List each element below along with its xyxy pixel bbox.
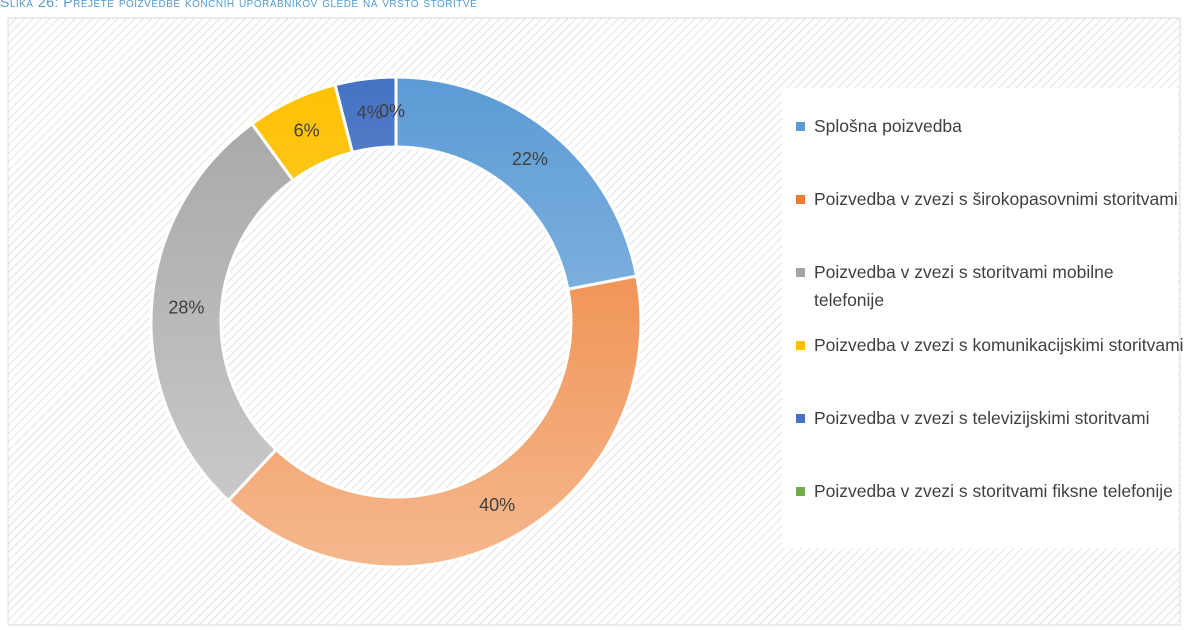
legend-swatch (796, 487, 805, 496)
donut-slice (149, 121, 296, 503)
legend-swatch (796, 341, 805, 350)
data-label: 4% (357, 102, 383, 122)
chart-title: Slika 26: Prejete poizvedbe končnih upor… (0, 0, 478, 10)
legend-swatch (796, 122, 805, 131)
legend-label: Poizvedba v zvezi s storitvami mobilne t… (814, 262, 1114, 310)
legend-entry: Poizvedba v zvezi s storitvami fiksne te… (796, 477, 1184, 505)
data-label: 22% (512, 149, 548, 169)
data-label: 28% (168, 298, 204, 318)
legend-entry: Poizvedba v zvezi s komunikacijskimi sto… (796, 331, 1184, 359)
legend-entry: Poizvedba v zvezi s televizijskimi stori… (796, 404, 1184, 432)
data-label: 6% (294, 121, 320, 141)
legend-label: Poizvedba v zvezi s storitvami fiksne te… (814, 481, 1173, 501)
donut-slice (226, 274, 643, 569)
data-label: 0% (379, 101, 405, 121)
legend-swatch (796, 195, 805, 204)
legend: Splošna poizvedba Poizvedba v zvezi s šir… (782, 88, 1184, 548)
data-label: 40% (479, 495, 515, 515)
legend-entry: Poizvedba v zvezi s širokopasovnimi stor… (796, 185, 1184, 213)
legend-label: Poizvedba v zvezi s komunikacijskimi sto… (814, 335, 1184, 355)
legend-label: Splošna poizvedba (814, 116, 962, 136)
legend-swatch (796, 414, 805, 423)
legend-swatch (796, 268, 805, 277)
legend-label: Poizvedba v zvezi s širokopasovnimi stor… (814, 189, 1178, 209)
legend-entry: Poizvedba v zvezi s storitvami mobilne t… (796, 258, 1184, 314)
legend-entry: Splošna poizvedba (796, 112, 1184, 140)
legend-label: Poizvedba v zvezi s televizijskimi stori… (814, 408, 1150, 428)
